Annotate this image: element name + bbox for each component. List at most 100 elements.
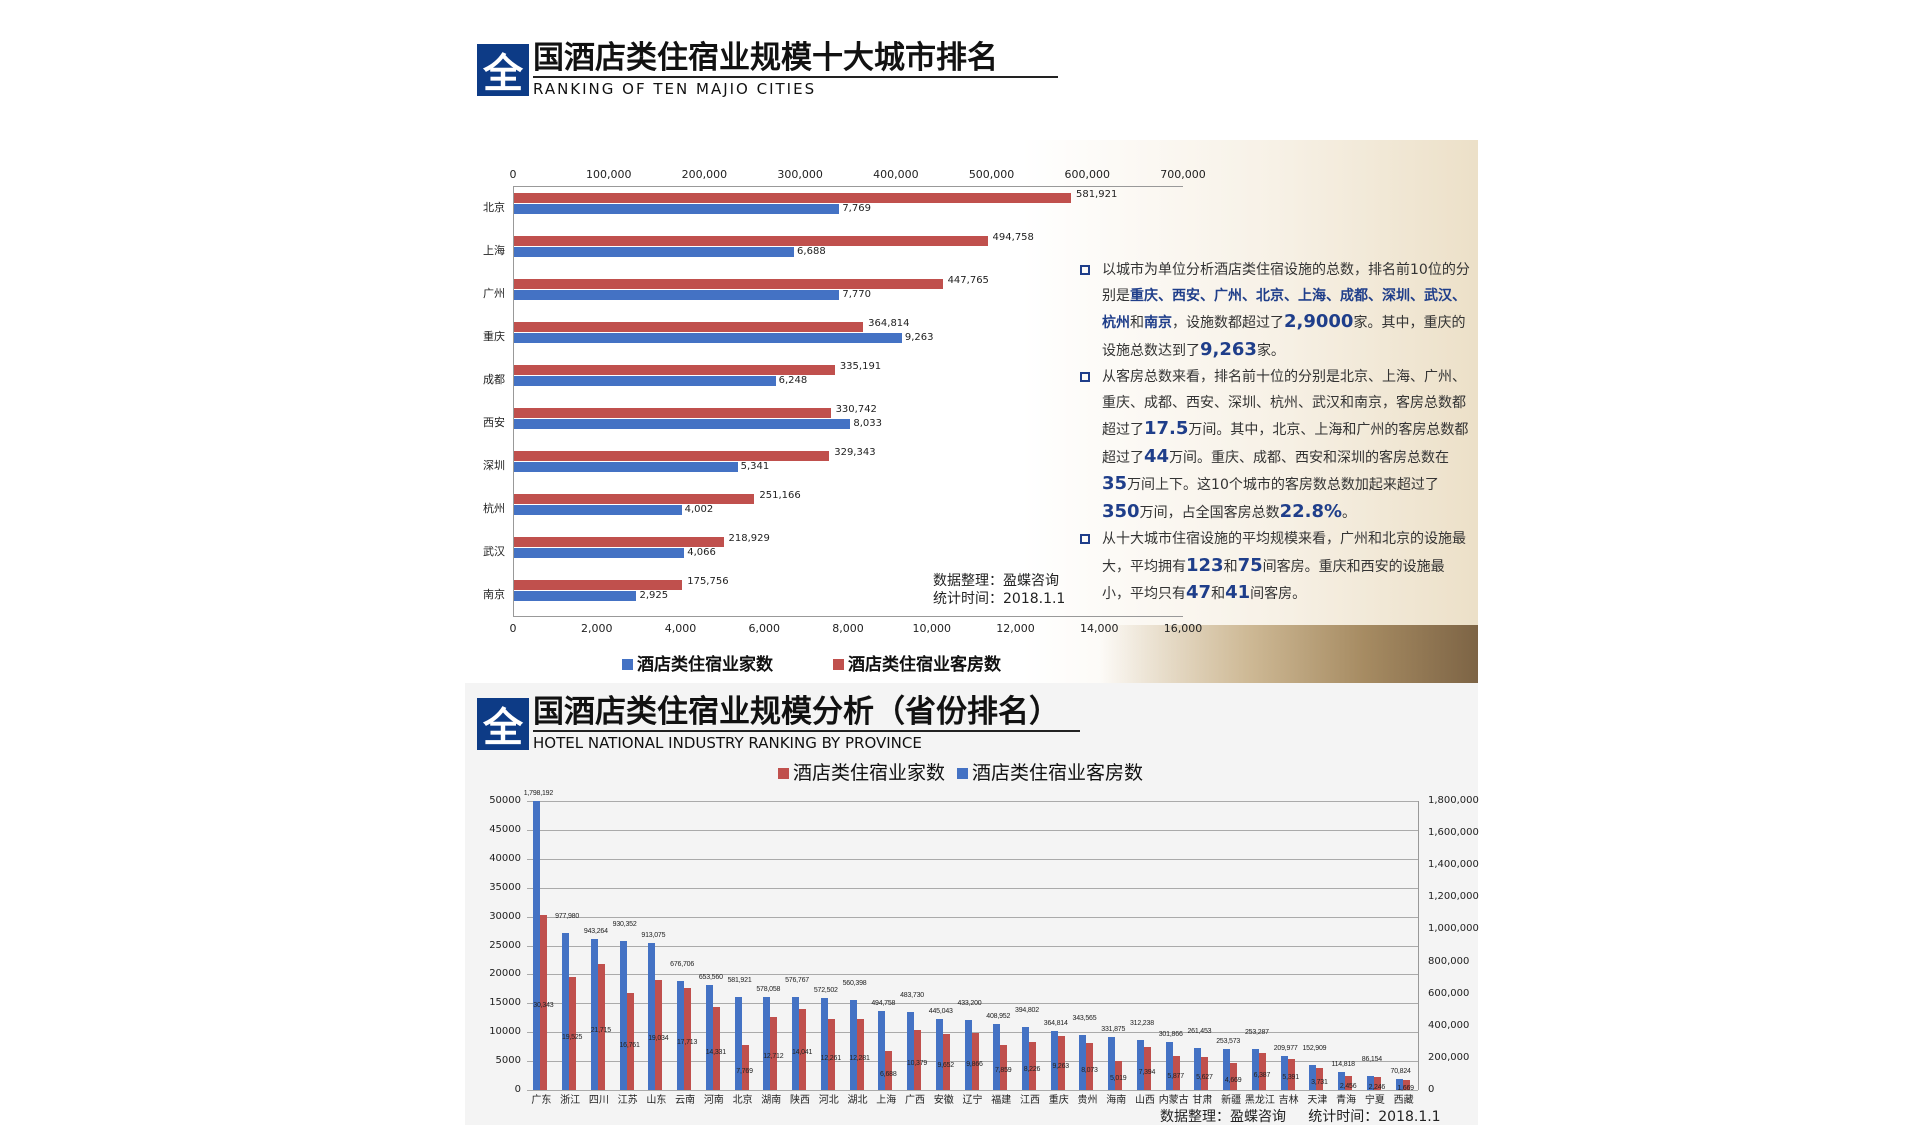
bar-rooms	[619, 940, 627, 1090]
bar-rooms	[514, 235, 988, 246]
data-label-rooms: 335,191	[839, 360, 882, 372]
data-label-rooms: 560,398	[842, 980, 867, 988]
bar-rooms	[514, 321, 864, 332]
date-line: 统计时间：2018.1.1	[933, 591, 1066, 607]
note-item: 从客房总数来看，排名前十位的分别是北京、上海、广州、重庆、成都、西安、深圳、杭州…	[1080, 365, 1470, 526]
category-label: 武汉	[483, 544, 505, 558]
hotel-photo-strip	[1100, 625, 1478, 683]
category-label: 海南	[1106, 1095, 1127, 1106]
gridline	[527, 829, 1418, 831]
category-label: 重庆	[483, 329, 505, 343]
bar-rooms	[514, 364, 835, 375]
data-label-rooms: 576,767	[785, 977, 809, 985]
bottom-tick-label: 16,000	[1163, 622, 1203, 635]
data-label-rooms: 251,166	[759, 489, 801, 501]
bar-hotels	[1115, 1060, 1123, 1090]
bar-rooms	[1366, 1076, 1374, 1090]
note-text: 万间。重庆、成都、西安和深圳的客房总数在	[1169, 449, 1450, 466]
section1-title: 国酒店类住宿业规模十大城市排名	[533, 40, 1058, 78]
bar-hotels	[712, 1007, 720, 1090]
bar-hotels	[540, 914, 548, 1090]
data-label-hotels: 4,066	[687, 546, 716, 558]
note-text: ，设施数都超过了	[1172, 315, 1284, 331]
category-label: 吉林	[1278, 1095, 1299, 1106]
category-label: 黑龙江	[1244, 1095, 1275, 1106]
data-label-rooms: 483,730	[900, 992, 924, 1000]
chart2-source: 数据整理：盈蝶咨询 统计时间：2018.1.1	[1160, 1109, 1441, 1125]
bar-hotels	[856, 1019, 864, 1090]
right-tick-label: 1,200,000	[1428, 891, 1479, 903]
bar-hotels	[914, 1030, 922, 1090]
bar-rooms	[1079, 1034, 1087, 1090]
data-label-hotels: 1,669	[1397, 1085, 1414, 1093]
category-label: 重庆	[1048, 1095, 1069, 1106]
bottom-tick-label: 12,000	[996, 622, 1035, 635]
left-tick-label: 30000	[489, 910, 521, 922]
legend-item-rooms: 酒店类住宿业客房数	[957, 762, 1143, 784]
data-label-hotels: 6,248	[778, 374, 808, 386]
data-label-hotels: 2,246	[1368, 1083, 1386, 1091]
bar-hotels	[885, 1051, 893, 1090]
bar-hotels	[626, 993, 634, 1090]
category-label: 江西	[1019, 1095, 1040, 1106]
data-label-rooms: 253,573	[1216, 1038, 1241, 1046]
bar-hotels	[514, 375, 776, 386]
bar-rooms	[705, 985, 713, 1090]
category-label: 广东	[531, 1095, 552, 1106]
bar-hotels	[1000, 1044, 1008, 1090]
bar-hotels	[971, 1032, 979, 1090]
gridline	[527, 1032, 1418, 1034]
note-text: 重庆、西安、广州、北京、上海、成都、深圳、武汉、杭州	[1102, 287, 1466, 332]
bar-rooms	[792, 997, 800, 1090]
data-label-rooms: 331,875	[1101, 1025, 1126, 1033]
data-label-hotels: 6,688	[880, 1070, 897, 1078]
category-axis-line	[513, 186, 514, 616]
data-label-rooms: 86,154	[1361, 1056, 1382, 1064]
category-label: 贵州	[1077, 1095, 1098, 1106]
data-label-rooms: 209,977	[1273, 1045, 1298, 1053]
data-label-hotels: 2,925	[639, 589, 669, 601]
data-label-rooms: 301,866	[1158, 1030, 1183, 1038]
gridline	[527, 887, 1418, 889]
bar-hotels	[514, 246, 795, 257]
left-tick-label: 15000	[489, 997, 521, 1009]
left-tick-label: 10000	[489, 1026, 521, 1038]
top-tick-label: 0	[509, 168, 517, 181]
title-badge: 全	[477, 44, 529, 97]
bar-rooms	[1309, 1065, 1317, 1090]
top-tick-label: 300,000	[777, 168, 823, 181]
bar-hotels	[1028, 1042, 1036, 1090]
bar-rooms	[734, 996, 742, 1090]
data-label-hotels: 5,627	[1196, 1073, 1213, 1081]
category-label: 安徽	[933, 1095, 954, 1106]
data-label-hotels: 4,002	[684, 503, 714, 515]
bar-rooms	[820, 998, 828, 1090]
category-label: 山东	[646, 1095, 667, 1106]
data-label-rooms: 653,560	[698, 974, 723, 982]
legend-swatch	[778, 768, 789, 779]
bar-rooms	[514, 450, 830, 461]
bar-hotels	[514, 590, 637, 601]
top-axis-line	[513, 186, 1183, 187]
note-text: 从十大城市住宿设施的平均规模来看，广州和北京的设施最大，平均拥有	[1102, 531, 1466, 575]
note-text: 间客房。重庆和西安的设施最小，平均只有	[1102, 558, 1445, 603]
category-label: 河南	[703, 1095, 724, 1106]
note-text: 从客房总数来看，排名前十位的分别是北京、上海、广州、重庆、成都、西安、深圳、杭州…	[1102, 369, 1466, 438]
right-tick-label: 1,600,000	[1428, 827, 1479, 839]
category-label: 四川	[588, 1095, 609, 1106]
left-tick-label: 20000	[489, 968, 521, 980]
category-label: 福建	[991, 1095, 1012, 1106]
data-label-rooms: 253,287	[1244, 1029, 1269, 1037]
data-label-hotels: 12,281	[849, 1054, 870, 1062]
square-bullet-icon	[1080, 265, 1090, 275]
bottom-tick-label: 6,000	[748, 622, 781, 635]
data-label-rooms: 578,058	[756, 986, 781, 994]
data-label-hotels: 9,263	[1052, 1063, 1069, 1071]
category-label: 新疆	[1221, 1095, 1242, 1106]
data-label-rooms: 343,565	[1072, 1014, 1097, 1022]
data-label-rooms: 175,756	[687, 575, 729, 587]
right-axis-line	[1418, 801, 1419, 1090]
data-label-hotels: 19,034	[648, 1034, 669, 1042]
data-label-rooms: 261,453	[1187, 1028, 1212, 1036]
bar-hotels	[684, 987, 692, 1090]
